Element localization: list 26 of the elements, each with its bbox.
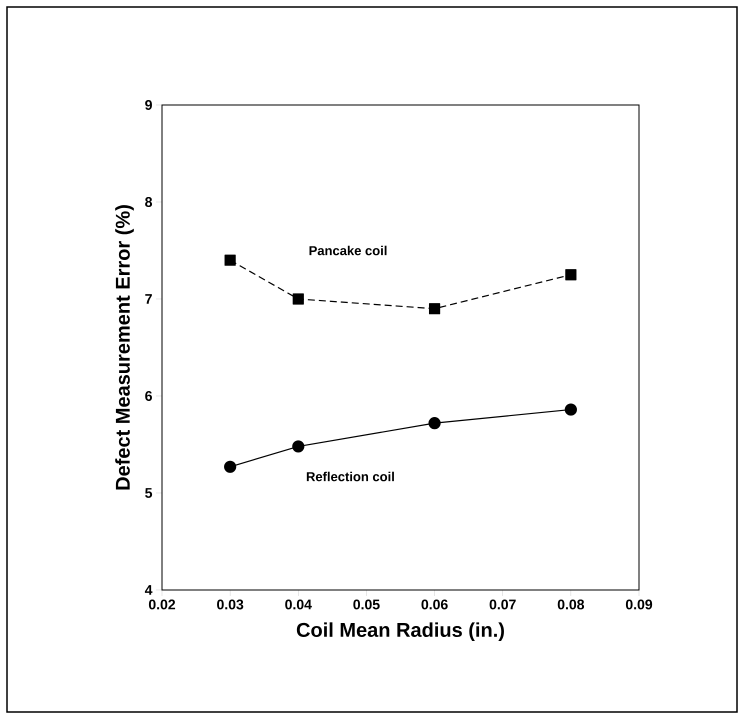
y-tick-label: 8 [145,197,152,207]
y-tick-label: 6 [145,391,152,401]
point [224,460,236,473]
x-tick-label: 0.07 [490,600,516,610]
y-tick-label: 4 [144,585,152,595]
x-tick-label: 0.09 [626,600,652,610]
point [292,293,304,305]
point [292,440,304,453]
point [428,417,441,430]
x-tick-label: 0.05 [353,600,380,610]
annotation: Pancake coil [310,246,386,256]
point [428,303,440,314]
x-tick-label: 0.08 [558,600,584,610]
x-tick-label: 0.06 [422,600,448,610]
y-tick-label: 5 [145,488,152,498]
x-tick-label: 0.03 [217,600,244,610]
point [224,254,236,266]
y-axis-title: Defect Measurement Error (%) [115,205,134,490]
x-tick-label: 0.04 [285,600,312,610]
point [564,403,577,416]
point [565,269,576,280]
y-tick-label: 9 [145,100,152,110]
y-tick-label: 7 [145,294,152,304]
annotation: Reflection coil [306,472,394,482]
x-tick-label: 0.02 [148,600,176,610]
x-axis-title: Coil Mean Radius (in.) [296,622,504,641]
